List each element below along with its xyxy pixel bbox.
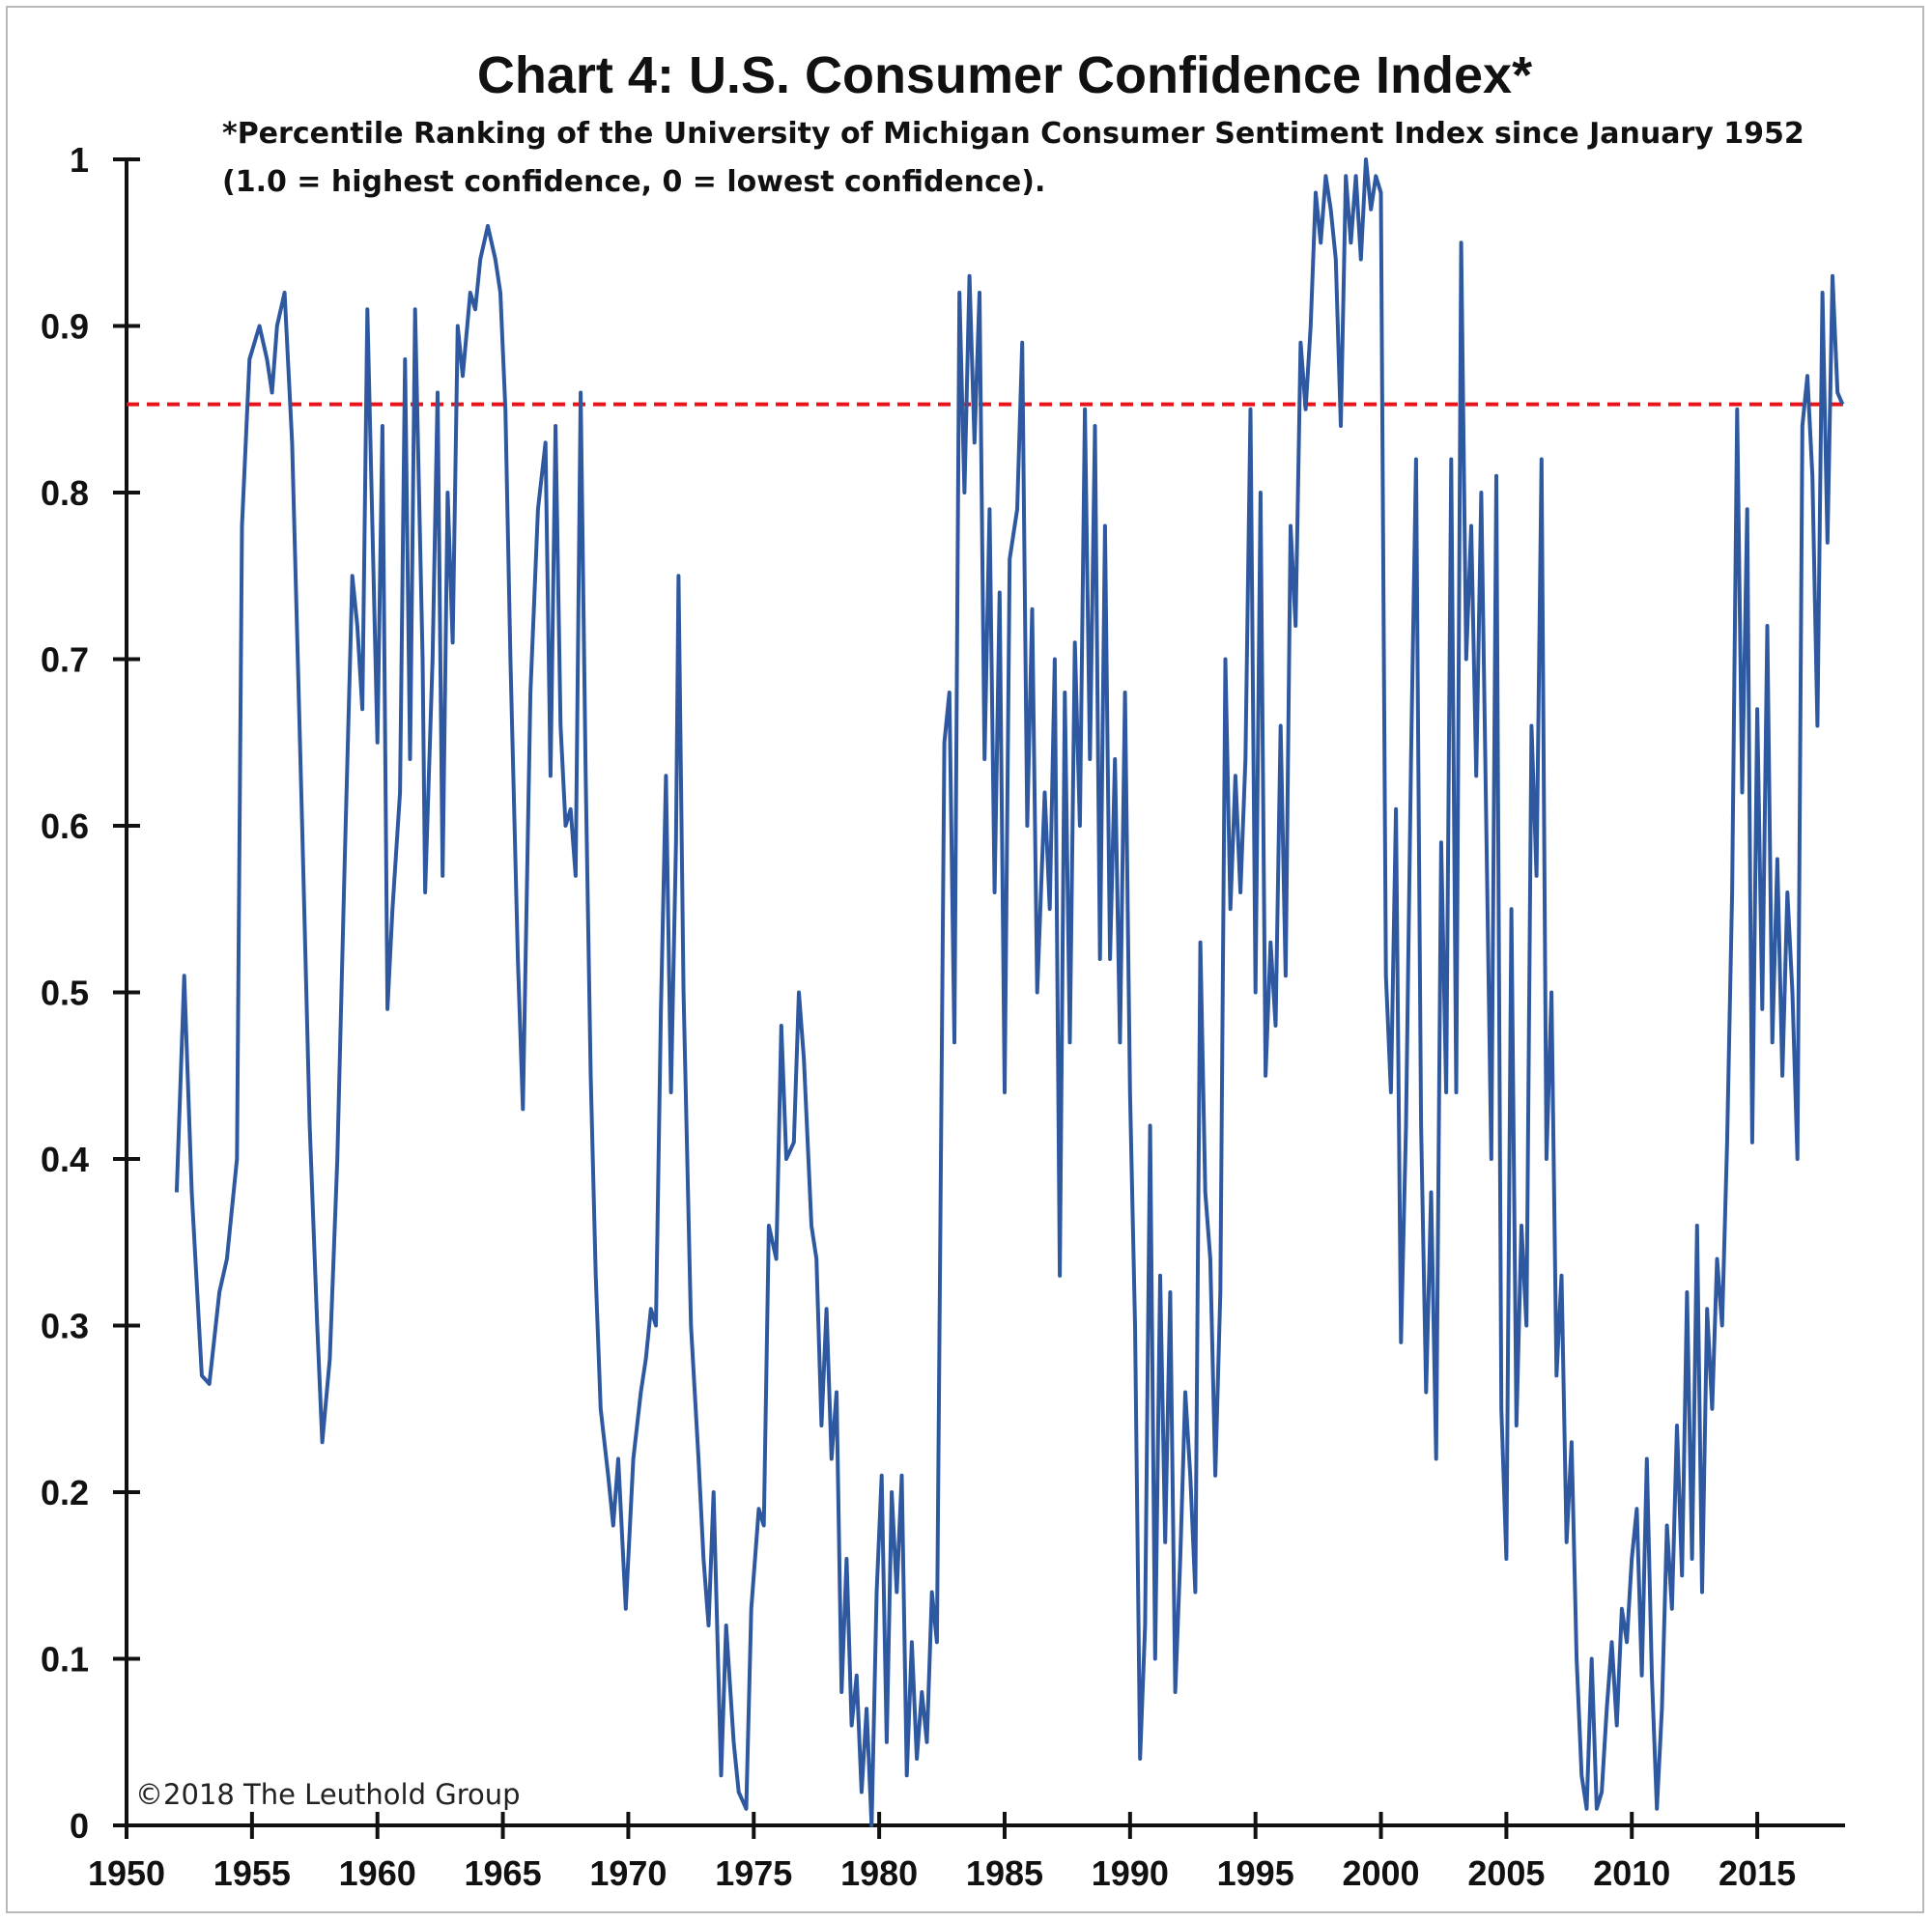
x-tick-label: 2015 <box>1719 1853 1796 1893</box>
chart-subtitle-line2: (1.0 = highest confidence, 0 = lowest co… <box>222 165 1045 199</box>
x-tick-label: 1970 <box>589 1853 667 1893</box>
x-tick-label: 1995 <box>1217 1853 1294 1893</box>
x-tick-label: 2005 <box>1467 1853 1545 1893</box>
x-tick-label: 1965 <box>465 1853 542 1893</box>
x-tick-label: 2000 <box>1342 1853 1419 1893</box>
x-tick-label: 1990 <box>1092 1853 1169 1893</box>
x-tick-label: 1980 <box>840 1853 918 1893</box>
y-tick-label: 0.1 <box>41 1640 89 1680</box>
x-tick-label: 1960 <box>339 1853 416 1893</box>
chart-title: Chart 4: U.S. Consumer Confidence Index* <box>477 46 1532 104</box>
y-tick-label: 0.4 <box>41 1140 89 1179</box>
x-tick-label: 2010 <box>1593 1853 1670 1893</box>
y-tick-label: 0.9 <box>41 307 89 347</box>
y-tick-label: 0.8 <box>41 473 89 513</box>
chart-frame <box>6 6 1924 1913</box>
y-tick-label: 0.7 <box>41 640 89 680</box>
x-tick-label: 1985 <box>966 1853 1043 1893</box>
y-tick-label: 0.3 <box>41 1307 89 1346</box>
series-line <box>174 157 1845 1827</box>
x-tick-label: 1955 <box>213 1853 291 1893</box>
y-tick-label: 0.6 <box>41 806 89 846</box>
y-tick-label: 0.5 <box>41 974 89 1013</box>
copyright-label: ©2018 The Leuthold Group <box>135 1778 521 1811</box>
axes: 0 0.1 0.2 0.3 0.4 0.5 0.6 0.7 0.8 0.9 1 1950 1955 196… <box>41 140 1845 1893</box>
chart-subtitle-line1: *Percentile Ranking of the University of… <box>222 117 1804 151</box>
y-tick-label: 0 <box>70 1806 89 1846</box>
x-tick-label: 1950 <box>88 1853 165 1893</box>
y-tick-label: 0.2 <box>41 1473 89 1512</box>
x-tick-label: 1975 <box>715 1853 792 1893</box>
series-group <box>174 157 1845 1827</box>
y-tick-label: 1 <box>70 140 89 180</box>
